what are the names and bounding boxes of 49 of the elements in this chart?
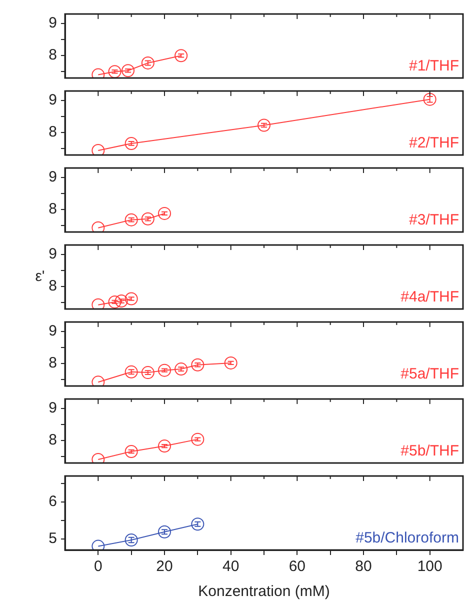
y-tick-label: 9 [48, 92, 57, 109]
point [158, 525, 171, 538]
point [224, 356, 238, 370]
y-tick-label: 9 [48, 168, 57, 186]
x-tick-label: 40 [222, 558, 240, 576]
y-tick-label: 8 [48, 278, 57, 295]
text: #5b/Chloroform [356, 530, 459, 547]
point [158, 440, 171, 453]
y-tick-label: 8 [48, 432, 57, 449]
point [191, 358, 204, 372]
point [191, 518, 204, 531]
x-tick-label: 0 [94, 558, 102, 576]
text: #4a/THF [400, 288, 459, 306]
point [158, 364, 171, 377]
point [108, 65, 122, 78]
point [141, 56, 154, 70]
point [191, 432, 204, 446]
y-axis-title: ε' [35, 268, 45, 286]
x-tick-label: 20 [156, 558, 173, 576]
x-tick-label: 80 [355, 558, 372, 576]
point [124, 534, 138, 547]
point [124, 136, 138, 150]
point [92, 144, 105, 155]
y-tick-label: 8 [48, 200, 57, 218]
text: #2/THF [408, 134, 459, 152]
text: #1/THF [408, 58, 459, 75]
y-tick-label: 8 [48, 46, 57, 64]
text: #5a/THF [400, 366, 459, 383]
y-tick-label: 8 [48, 124, 57, 141]
y-tick-label: 9 [48, 400, 57, 417]
point [174, 49, 188, 62]
point [124, 365, 138, 378]
y-tick-label: 9 [48, 14, 57, 32]
point [174, 362, 188, 376]
y-tick-label: 6 [48, 493, 57, 510]
point [141, 366, 154, 380]
point [124, 444, 138, 458]
y-tick-label: 5 [48, 530, 57, 548]
point [258, 118, 270, 132]
text: #3/THF [408, 212, 459, 229]
y-tick-label: 8 [48, 354, 57, 372]
x-tick-label: 60 [288, 558, 306, 576]
point [122, 64, 135, 78]
text: #5b/THF [400, 442, 459, 460]
point [423, 92, 436, 106]
y-tick-label: 9 [48, 322, 57, 340]
x-axis-title: Konzentration (mM) [198, 583, 330, 600]
x-tick-label: 100 [417, 558, 442, 576]
y-tick-label: 9 [48, 246, 57, 263]
